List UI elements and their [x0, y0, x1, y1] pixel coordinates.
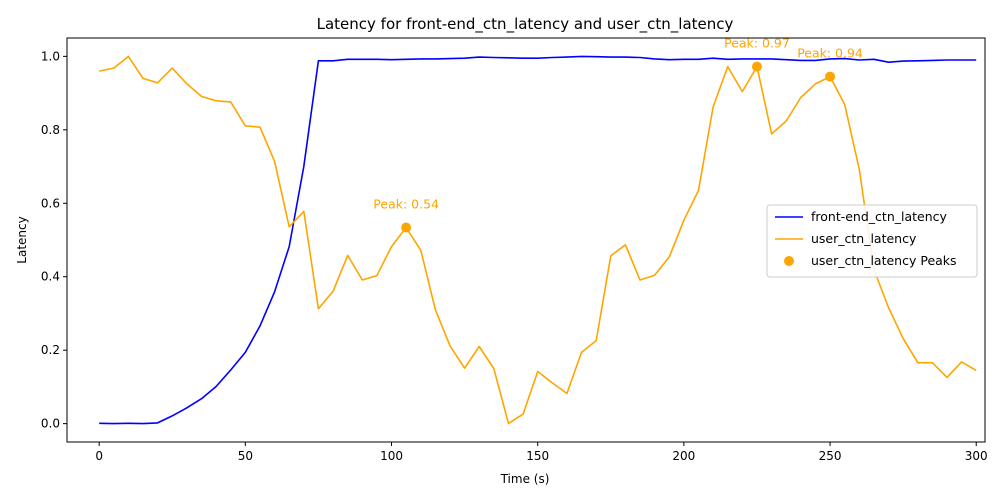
y-tick-label: 1.0 [41, 49, 60, 63]
chart-title: Latency for front-end_ctn_latency and us… [317, 15, 734, 34]
legend-label-1: front-end_ctn_latency [811, 209, 948, 224]
x-tick-label: 150 [526, 449, 549, 463]
x-tick-label: 250 [819, 449, 842, 463]
peak-marker-1 [401, 222, 412, 233]
peak-marker-2 [751, 61, 762, 72]
x-tick-label: 50 [238, 449, 253, 463]
legend-label-3: user_ctn_latency Peaks [811, 253, 957, 268]
legend-swatch-3 [784, 256, 794, 266]
peak-label-1: Peak: 0.54 [373, 197, 439, 212]
y-tick-label: 0.4 [41, 270, 60, 284]
x-tick-label: 300 [965, 449, 988, 463]
y-tick-label: 0.8 [41, 123, 60, 137]
legend-box [766, 204, 978, 278]
plot-area: Peak: 0.54 Peak: 0.97 Peak: 0.94 0 50 100 150 2… [41, 36, 988, 463]
x-tick-label: 100 [380, 449, 403, 463]
y-tick-label: 0.0 [41, 417, 60, 431]
legend-label-2: user_ctn_latency [811, 231, 917, 246]
y-tick-label: 0.2 [41, 343, 60, 357]
series-line-front-end [99, 55, 977, 425]
y-axis-label: Latency [15, 216, 29, 263]
y-tick-label: 0.6 [41, 196, 60, 210]
x-tick-label: 0 [95, 449, 103, 463]
x-tick-label: 200 [672, 449, 695, 463]
x-axis-label: Time (s) [500, 472, 550, 486]
peak-marker-3 [825, 71, 836, 82]
peak-label-2: Peak: 0.97 [724, 36, 790, 51]
plot-frame [66, 37, 986, 443]
peak-label-3: Peak: 0.94 [797, 46, 863, 61]
